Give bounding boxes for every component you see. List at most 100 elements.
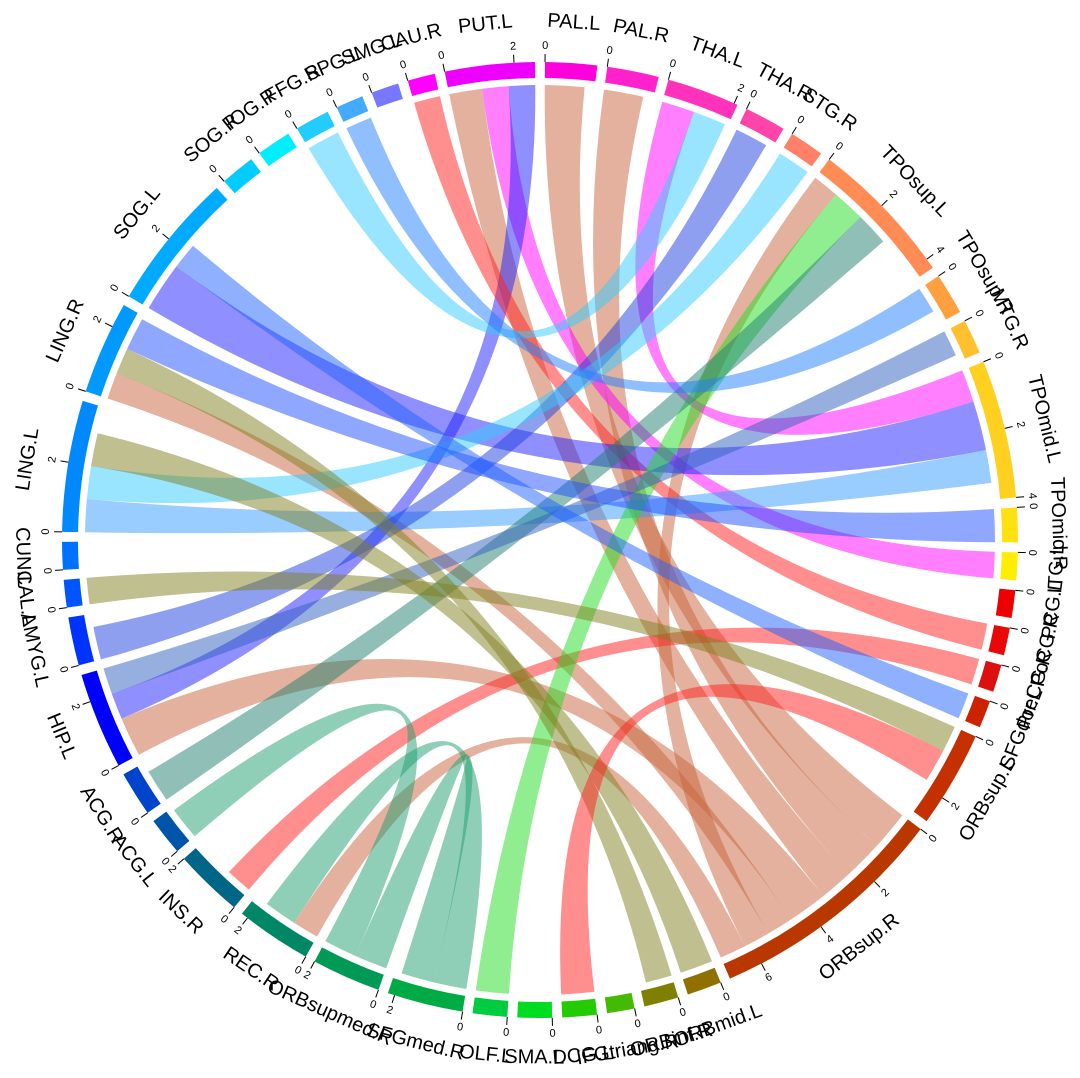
sector-label: MTG.R (986, 285, 1033, 353)
sector-track (123, 766, 161, 813)
chord (86, 153, 808, 504)
sector-track (819, 159, 933, 277)
sector-track (950, 320, 980, 359)
tick-label: 0 (108, 282, 121, 293)
tick-label: 6 (763, 971, 774, 984)
sector-label: OLF.L (458, 1041, 513, 1068)
tick-label: 2 (887, 188, 900, 201)
tick-label: 0 (1027, 503, 1039, 510)
sector-label: DCG.L (552, 1042, 615, 1069)
sector-track (783, 133, 822, 167)
chord (127, 319, 995, 543)
chord (86, 571, 955, 751)
tick-label: 0 (45, 606, 58, 614)
sector-label: TPOmid.L (1023, 373, 1065, 466)
tick-label: 2 (91, 314, 104, 325)
sector-label: SMA.L (504, 1046, 564, 1069)
tick-label: 2 (301, 969, 312, 982)
sector-label: REC.R (219, 943, 283, 996)
tick-mark (1016, 506, 1025, 508)
sector-track (517, 1001, 553, 1018)
sector-label: ACG.R (76, 782, 128, 847)
chord (355, 754, 473, 983)
tick-mark (983, 358, 992, 363)
sector-track (85, 304, 138, 397)
sector-track (561, 998, 598, 1018)
tick-mark (218, 174, 225, 182)
tick-mark (938, 271, 946, 277)
tick-label: 0 (833, 140, 845, 153)
tick-mark (1001, 664, 1010, 668)
tick-mark (1009, 627, 1018, 630)
chord (266, 740, 482, 989)
sector-track (128, 187, 228, 305)
tick-label: 4 (933, 244, 946, 256)
tick-label: 0 (324, 86, 335, 99)
tick-mark (791, 126, 797, 135)
tick-mark (301, 956, 307, 964)
tick-label: 0 (64, 382, 77, 392)
sector-label: PUT.L (457, 10, 513, 38)
tick-label: 0 (399, 59, 408, 72)
tick-label: 0 (283, 108, 294, 121)
sector-track (723, 819, 921, 979)
sector-track (371, 83, 403, 108)
tick-mark (920, 828, 928, 835)
tick-mark (1016, 496, 1025, 498)
tick-mark (964, 316, 973, 322)
tick-mark (170, 850, 178, 857)
sector-label: PAL.L (547, 10, 601, 35)
sector-track (739, 108, 784, 143)
tick-mark (442, 63, 446, 72)
tick-label: 0 (992, 351, 1005, 361)
sector-track (664, 79, 738, 120)
tick-label: 0 (1019, 627, 1032, 635)
tick-label: 0 (368, 998, 378, 1011)
tick-mark (292, 121, 298, 129)
sector-track (1000, 551, 1018, 581)
tick-label: 2 (949, 801, 962, 813)
tick-mark (60, 460, 69, 463)
tick-label: 4 (1026, 492, 1038, 499)
tick-mark (368, 84, 373, 93)
chord (111, 85, 536, 719)
sector-label: TPOmid.R (1046, 477, 1071, 571)
sector-track (965, 695, 990, 728)
chord (228, 627, 980, 890)
tick-label: 0 (1028, 550, 1040, 556)
tick-label: 0 (998, 702, 1011, 712)
tick-mark (162, 233, 170, 240)
tick-mark (77, 388, 86, 392)
tick-label: 2 (879, 886, 892, 899)
sector-track (62, 400, 98, 533)
tick-label: 0 (668, 57, 677, 70)
tick-mark (111, 765, 119, 770)
tick-mark (733, 95, 738, 104)
tick-mark (667, 71, 672, 80)
tick-label: 2 (69, 702, 82, 712)
tick-label: 0 (503, 1027, 510, 1039)
sector-label: ORBsup.L (955, 754, 1020, 845)
tick-label: 0 (972, 308, 985, 319)
tick-label: 0 (927, 833, 940, 845)
tick-mark (926, 254, 934, 260)
tick-mark (242, 917, 248, 925)
tick-label: 0 (361, 71, 371, 84)
tick-label: 2 (510, 40, 517, 52)
sector-track (296, 111, 335, 143)
sector-track (259, 133, 297, 167)
sector-track (336, 96, 369, 122)
sector-track (544, 62, 598, 82)
chords (85, 85, 995, 995)
chord (593, 89, 877, 875)
tick-label: 0 (722, 991, 732, 1004)
sector-track (978, 660, 1002, 692)
sector-track (988, 624, 1010, 656)
tick-label: 0 (244, 133, 256, 146)
sector-label: INS.R (154, 886, 208, 939)
chord (475, 194, 861, 994)
tick-label: 0 (1025, 588, 1038, 595)
chord (173, 703, 418, 956)
sector-track (241, 901, 314, 957)
